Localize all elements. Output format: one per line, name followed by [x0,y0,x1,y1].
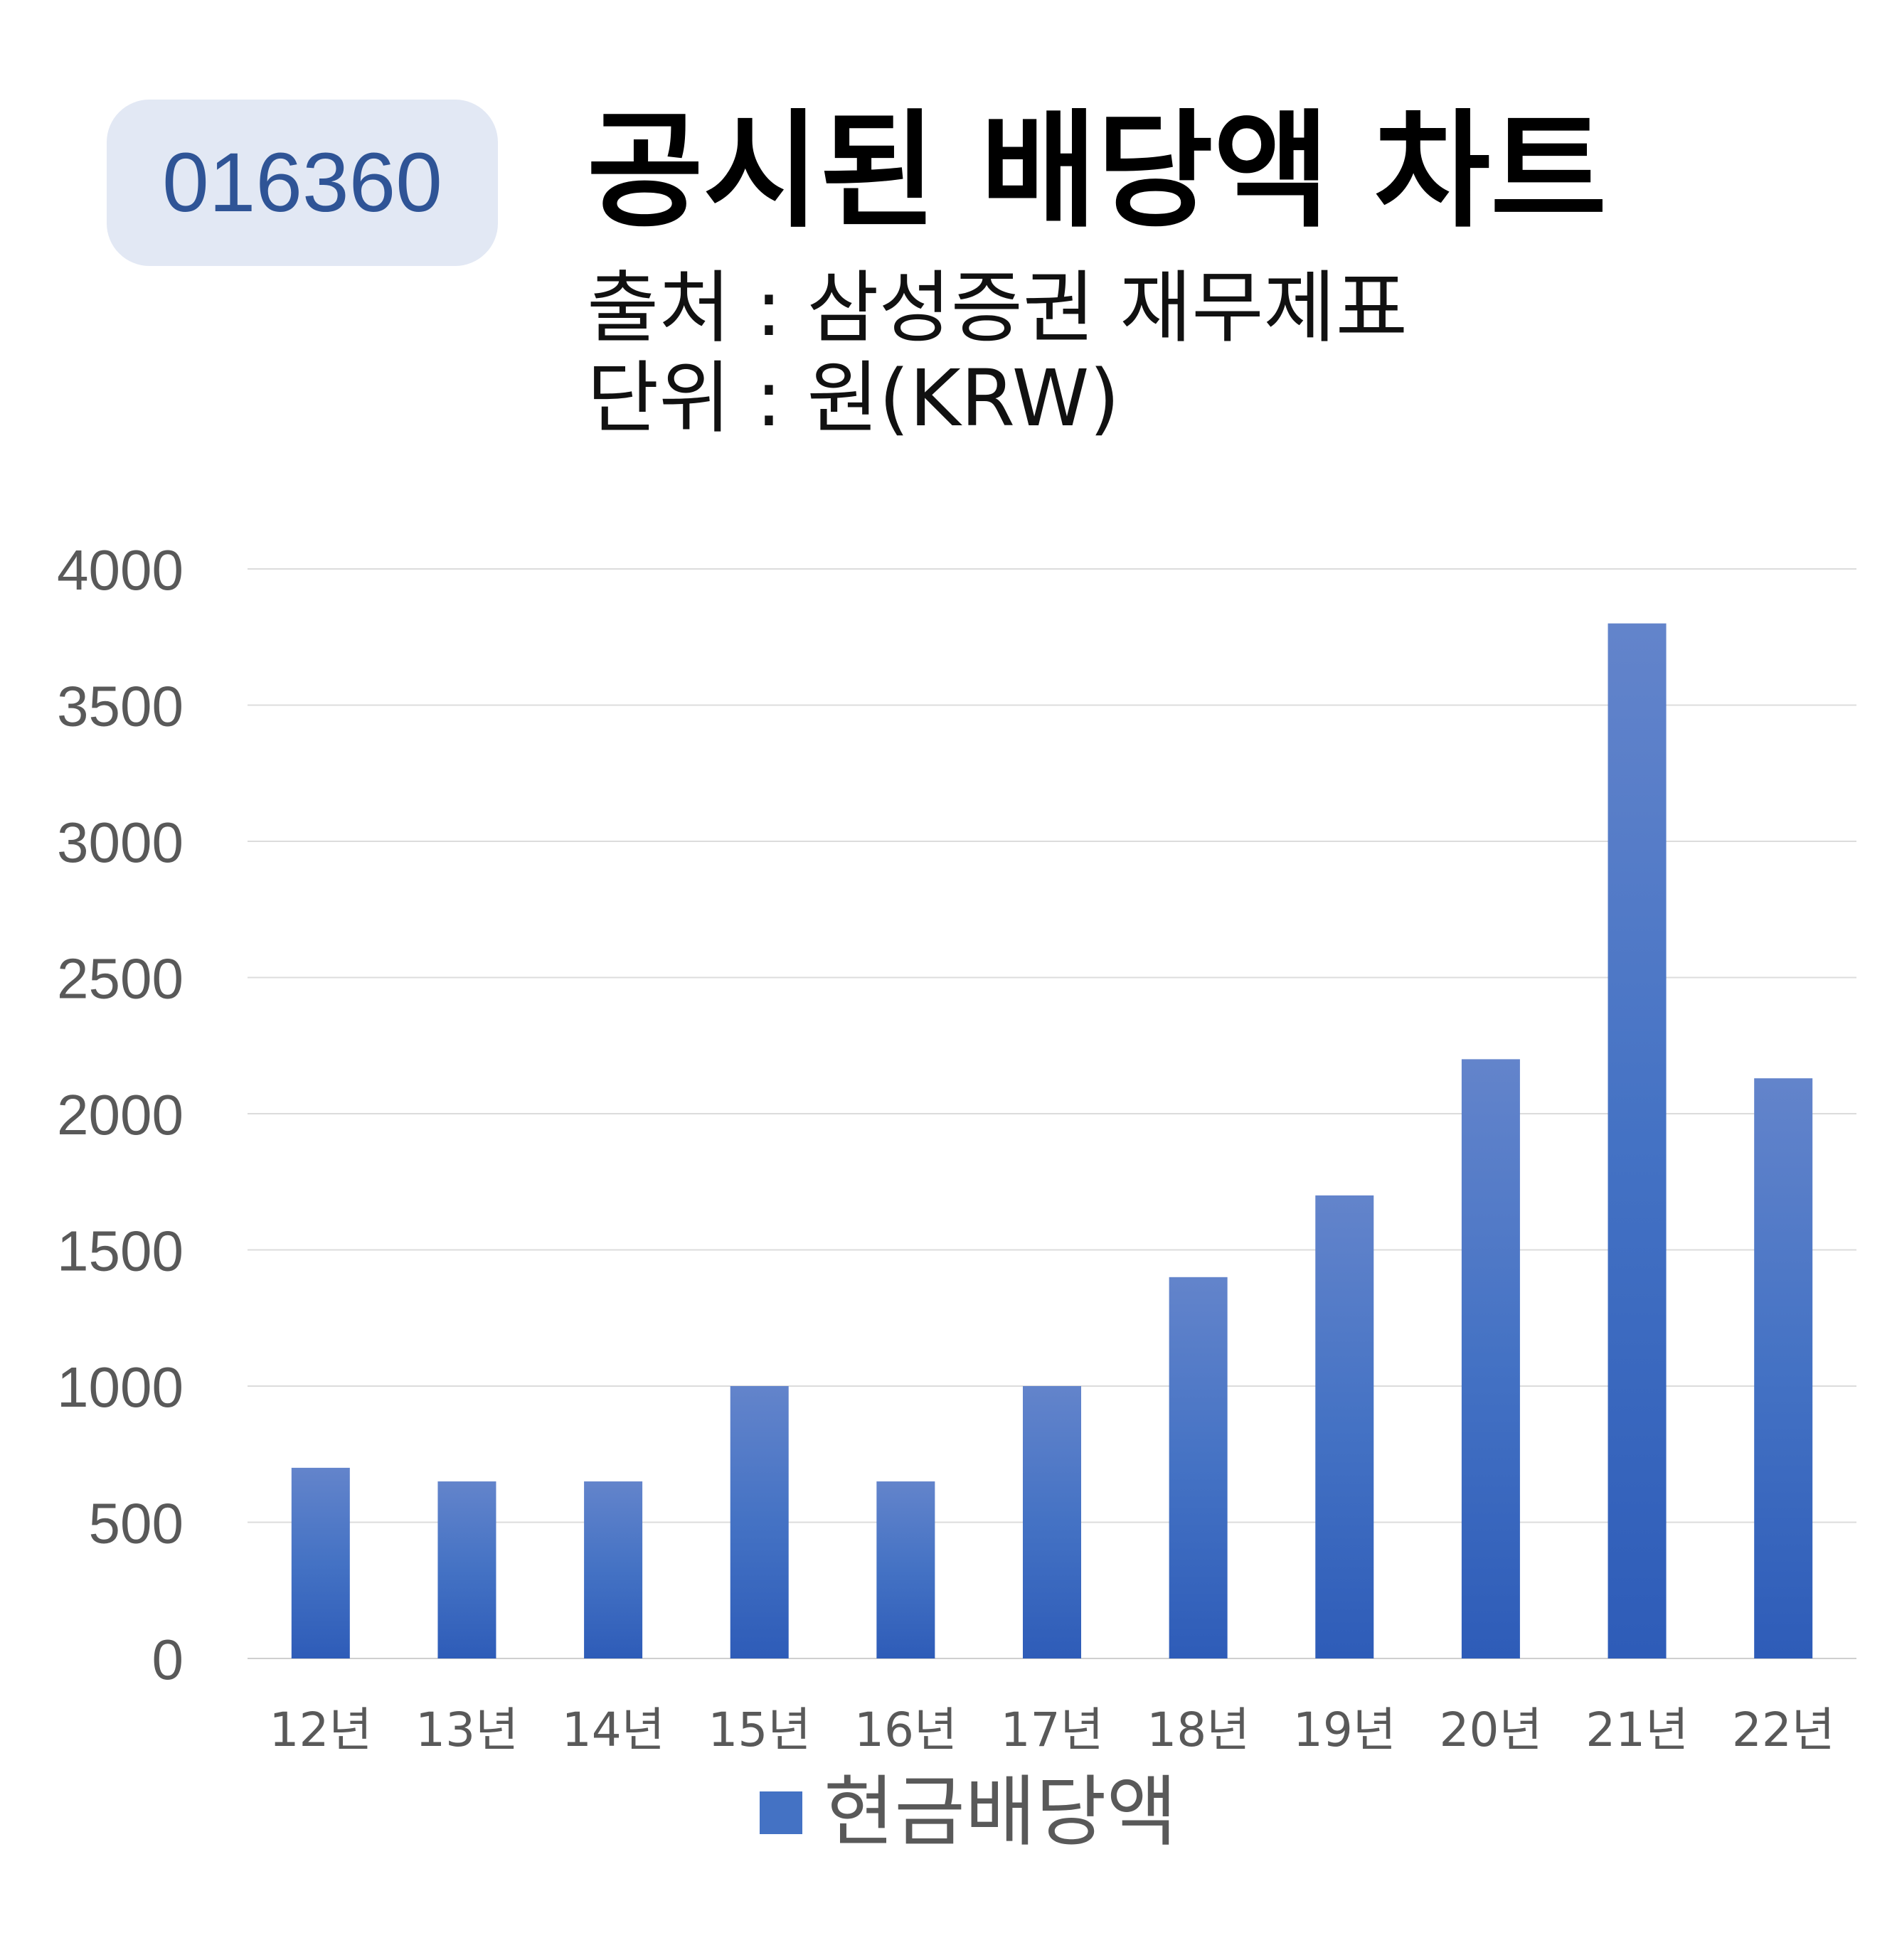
x-axis-ticks: 12년 13년 14년 15년 16년 17년 18년 19년 20년 21년 22년 [269,1703,1834,1757]
x-tick-label: 18년 [1147,1703,1250,1757]
x-tick-label: 13년 [415,1703,519,1757]
y-tick-label: 1000 [57,1356,184,1419]
gridlines [248,568,1856,1659]
x-tick-label: 16년 [854,1703,957,1757]
bar [876,1481,935,1658]
y-tick-label: 3500 [57,675,184,738]
x-tick-label: 20년 [1440,1703,1543,1757]
bar [1461,1059,1520,1658]
y-tick-label: 2000 [57,1083,184,1146]
y-tick-label: 4000 [57,538,184,602]
bar [291,1467,350,1658]
y-tick-label: 500 [89,1492,184,1555]
x-tick-label: 17년 [1001,1703,1104,1757]
bar [1608,623,1667,1658]
bars [291,623,1813,1658]
y-tick-label: 0 [152,1628,184,1691]
bar [1315,1195,1374,1658]
legend: 현금배당액 [760,1774,1177,1851]
source-note: 출처 : 삼성증권 재무제표 [587,262,1408,353]
bar [437,1481,496,1658]
legend-label: 현금배당액 [824,1768,1177,1857]
code-badge: 016360 [107,100,498,266]
y-tick-label: 3000 [57,811,184,874]
chart-title: 공시된 배당액 차트 [587,97,1608,245]
stock-code: 016360 [162,136,442,230]
x-tick-label: 21년 [1585,1703,1689,1757]
x-tick-label: 22년 [1732,1703,1835,1757]
x-tick-label: 15년 [708,1703,811,1757]
x-tick-label: 12년 [269,1703,372,1757]
bar [1023,1386,1081,1658]
y-tick-label: 2500 [57,947,184,1011]
y-axis-ticks: 0 500 1000 1500 2000 2500 3000 3500 4000 [57,538,184,1691]
bar [584,1481,643,1658]
bar [1169,1277,1228,1658]
bar [1754,1078,1813,1658]
bar [730,1386,789,1658]
legend-swatch [760,1791,802,1834]
x-tick-label: 14년 [562,1703,665,1757]
y-tick-label: 1500 [57,1220,184,1283]
x-tick-label: 19년 [1293,1703,1396,1757]
unit-note: 단위 : 원(KRW) [587,353,1120,444]
